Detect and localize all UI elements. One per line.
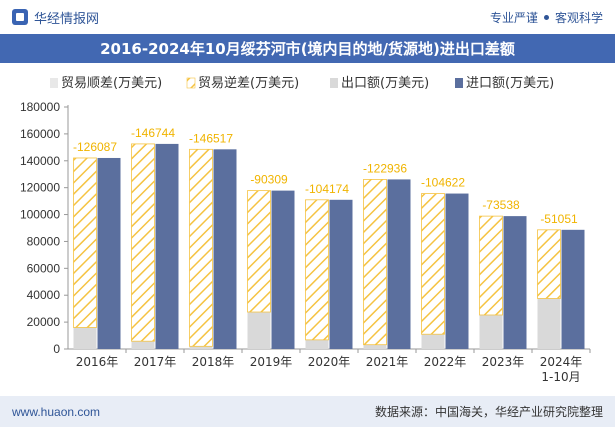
legend-swatch-0: [50, 78, 58, 88]
data-label-deficit: -73538: [482, 198, 520, 212]
bar-import: [329, 199, 353, 349]
bar-deficit: [537, 229, 561, 299]
x-tick-label: 2023年: [482, 355, 525, 369]
legend-label-2: 出口额(万美元): [341, 76, 429, 91]
bar-deficit: [131, 143, 155, 342]
axes: 0 20000 40000 60000 80000 100000 120000 140000 1…: [20, 100, 591, 384]
tagline-right: 客观科学: [554, 10, 603, 25]
data-label-deficit: -126087: [73, 140, 117, 154]
data-label-deficit: -104622: [421, 176, 465, 190]
tagline: 专业严谨 客观科学: [490, 9, 603, 26]
bar-export: [189, 346, 213, 349]
legend-label-3: 进口额(万美元): [466, 76, 554, 91]
bar-deficit: [73, 157, 97, 328]
y-tick-label: 100000: [20, 208, 60, 222]
bar-export: [73, 327, 97, 349]
footer-source: 数据来源：中国海关，华经产业研究院整理: [374, 405, 603, 419]
y-tick-label: 60000: [27, 261, 61, 275]
bar-import: [561, 229, 585, 349]
footer-website: www.huaon.com: [12, 404, 101, 419]
separator-dot-icon: [543, 14, 549, 20]
brand: 华经情报网: [12, 8, 99, 27]
x-tick-label: 1-10月: [541, 370, 580, 384]
x-tick-label: 2018年: [192, 355, 235, 369]
bar-deficit: [479, 215, 503, 316]
data-label-deficit: -122936: [363, 161, 407, 175]
bar-import: [213, 149, 237, 349]
chart-svg: 贸易顺差(万美元) 贸易逆差(万美元) 出口额(万美元) 进口额(万美元) 0 2000…: [20, 75, 591, 384]
legend: 贸易顺差(万美元) 贸易逆差(万美元) 出口额(万美元) 进口额(万美元): [50, 75, 554, 91]
tagline-left: 专业严谨: [489, 10, 538, 25]
legend-swatch-2: [330, 78, 338, 88]
bar-deficit: [189, 148, 213, 347]
bar-export: [363, 344, 387, 349]
legend-swatch-3: [455, 78, 463, 88]
y-tick-label: 20000: [27, 315, 61, 329]
y-tick-label: 40000: [27, 288, 61, 302]
x-tick-label: 2021年: [366, 355, 409, 369]
y-tick-label: 160000: [20, 127, 60, 141]
footer: www.huaon.com 数据来源：中国海关，华经产业研究院整理: [0, 396, 615, 427]
y-tick-label: 0: [53, 342, 60, 356]
x-tick-label: 2022年: [424, 355, 467, 369]
data-label-deficit: -104174: [305, 182, 349, 196]
bar-import: [503, 216, 527, 349]
bar-import: [445, 193, 469, 349]
bar-export: [479, 314, 503, 349]
bar-export: [421, 334, 445, 349]
data-labels: -126087 -146744 -146517 -90309 -104174 -12293…: [73, 126, 578, 226]
bar-import: [155, 143, 179, 349]
bar-export: [247, 312, 271, 349]
x-tick-label: 2020年: [308, 355, 351, 369]
chart-title: 2016-2024年10月绥芬河市(境内目的地/货源地)进出口差额: [0, 34, 615, 63]
x-tick-label: 2024年: [540, 355, 583, 369]
x-tick-label: 2016年: [76, 355, 119, 369]
bar-deficit: [421, 193, 445, 335]
bar-import: [97, 157, 121, 349]
y-tick-label: 180000: [20, 100, 60, 114]
brand-name: 华经情报网: [34, 10, 100, 26]
y-tick-label: 80000: [27, 234, 61, 248]
bar-deficit: [363, 179, 387, 346]
bar-deficit: [247, 190, 271, 313]
bar-export: [305, 339, 329, 349]
data-label-deficit: -146517: [189, 131, 233, 145]
bars: [73, 143, 585, 349]
x-tick-label: 2017年: [134, 355, 177, 369]
bar-import: [387, 179, 411, 349]
data-label-deficit: -90309: [250, 173, 288, 187]
bar-deficit: [305, 199, 329, 341]
bar-export: [537, 298, 561, 349]
legend-swatch-1: [186, 77, 196, 89]
data-label-deficit: -146744: [131, 126, 175, 140]
bar-export: [131, 341, 155, 349]
data-label-deficit: -51051: [540, 212, 578, 226]
legend-label-1: 贸易逆差(万美元): [198, 75, 299, 91]
x-tick-label: 2019年: [250, 355, 293, 369]
huajing-logo-icon: [12, 9, 28, 25]
legend-label-0: 贸易顺差(万美元): [61, 76, 162, 91]
y-tick-label: 140000: [20, 154, 60, 168]
top-bar: 华经情报网 专业严谨 客观科学: [0, 0, 615, 34]
bar-import: [271, 190, 295, 349]
y-tick-label: 120000: [20, 181, 60, 195]
